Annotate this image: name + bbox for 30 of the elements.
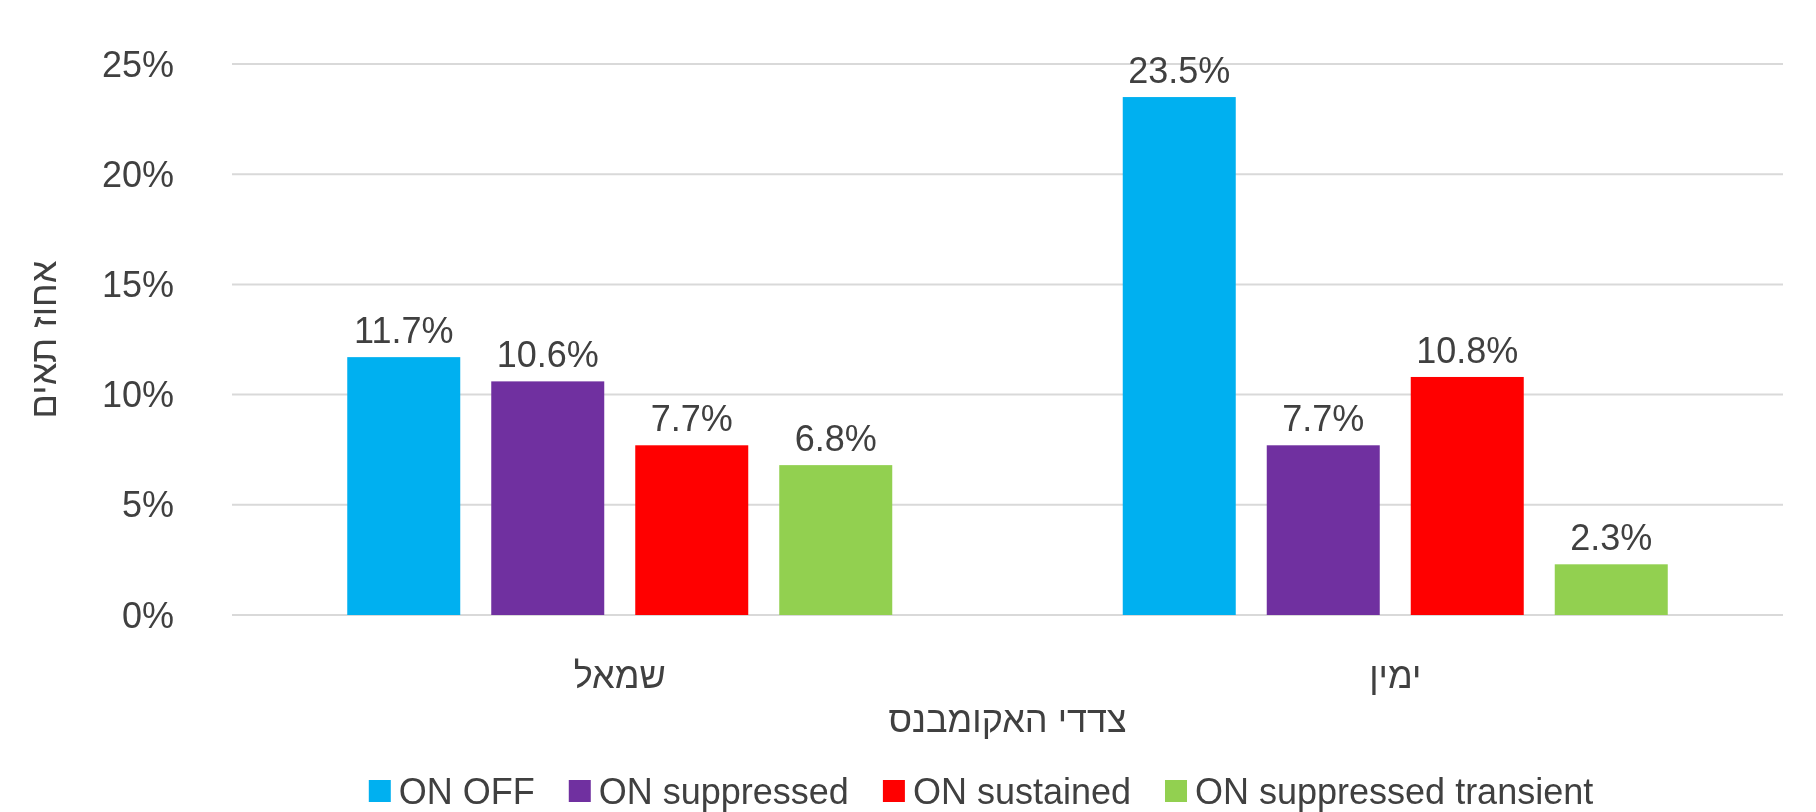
- y-tick-label: 10%: [101, 374, 174, 416]
- legend-label: ON OFF: [398, 770, 535, 812]
- y-tick-label: 25%: [101, 43, 174, 85]
- legend-label: ON suppressed: [598, 770, 849, 812]
- x-tick-label: ימין: [1369, 655, 1422, 696]
- data-label: 7.7%: [1282, 398, 1365, 440]
- data-label: 23.5%: [1128, 50, 1231, 92]
- bar: [635, 445, 749, 615]
- y-tick-label: 15%: [101, 264, 174, 305]
- bar: [1554, 564, 1668, 615]
- legend-label: ON suppressed transient: [1195, 770, 1594, 812]
- bar: [347, 357, 461, 615]
- y-axis-title: אחוז תאים: [23, 260, 64, 419]
- data-label: 11.7%: [354, 310, 454, 352]
- y-tick-label: 20%: [101, 153, 174, 195]
- bar: [1410, 376, 1524, 615]
- legend-label: ON sustained: [912, 770, 1132, 812]
- x-axis-title: צדדי האקומבנס: [888, 699, 1127, 740]
- data-label: 6.8%: [794, 418, 877, 460]
- data-label: 10.8%: [1416, 329, 1519, 371]
- data-label: 7.7%: [650, 398, 733, 440]
- bar: [1266, 445, 1380, 615]
- bar: [1122, 97, 1236, 615]
- bar: [491, 381, 605, 615]
- y-tick-label: 5%: [121, 484, 174, 526]
- x-tick-label: שמאל: [573, 655, 666, 696]
- bar: [779, 465, 893, 615]
- data-label: 2.3%: [1570, 517, 1653, 559]
- data-label: 10.6%: [496, 334, 599, 376]
- y-tick-label: 0%: [121, 594, 174, 636]
